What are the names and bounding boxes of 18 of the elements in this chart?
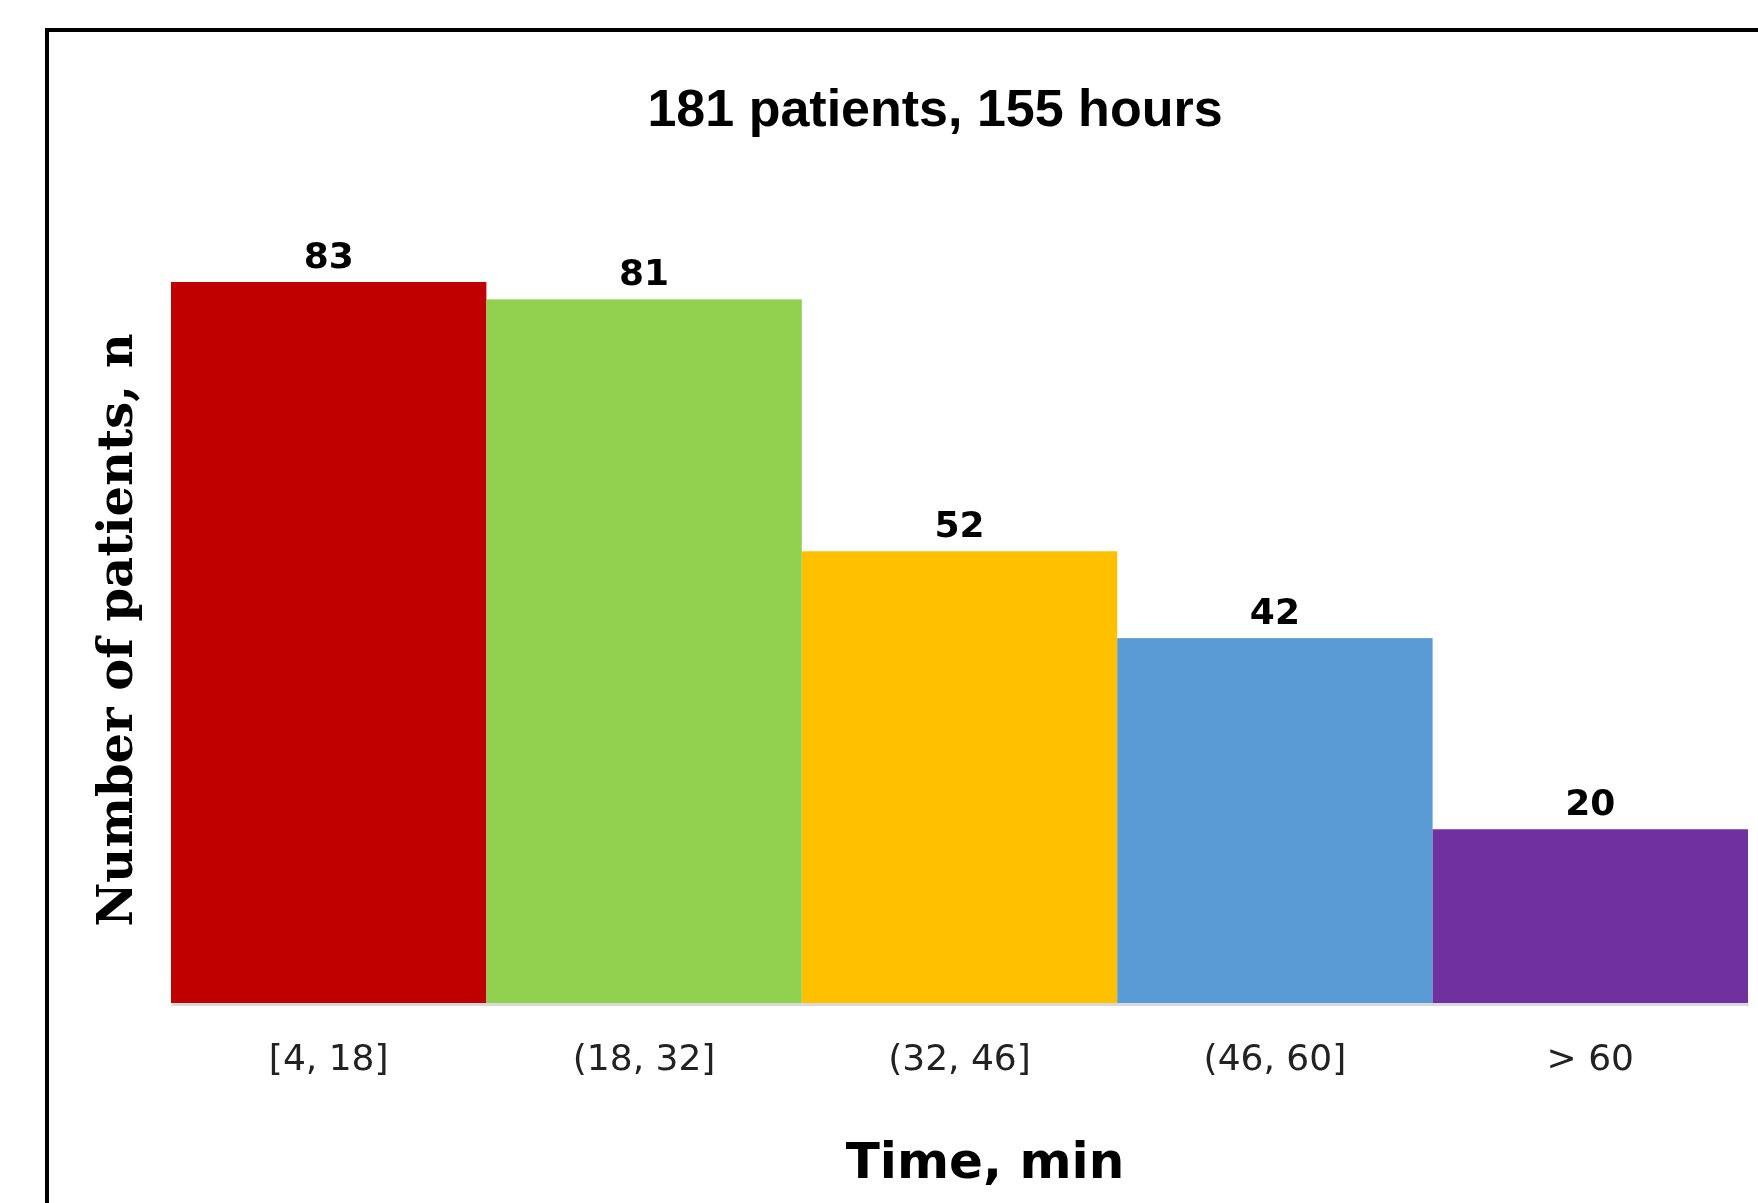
- y-axis-title: Number of patients, n: [87, 333, 143, 927]
- x-tick-label: (32, 46]: [888, 1036, 1031, 1078]
- bar: [486, 299, 802, 1003]
- data-label: 83: [303, 235, 354, 276]
- x-tick-label: [4, 18]: [268, 1036, 389, 1078]
- x-tick-label: (18, 32]: [572, 1036, 716, 1078]
- bar: [801, 551, 1118, 1003]
- data-label: 20: [1565, 782, 1616, 824]
- data-label: 52: [934, 504, 985, 546]
- bar: [171, 282, 487, 1003]
- x-tick-label: > 60: [1546, 1036, 1635, 1078]
- data-label: 81: [619, 252, 670, 294]
- bar: [1432, 829, 1748, 1003]
- x-tick-label: (46, 60]: [1203, 1036, 1347, 1078]
- bar: [1117, 638, 1433, 1003]
- data-label: 42: [1249, 591, 1300, 633]
- chart-title: 181 patients, 155 hours: [647, 79, 1223, 137]
- x-axis-title: Time, min: [845, 1132, 1125, 1190]
